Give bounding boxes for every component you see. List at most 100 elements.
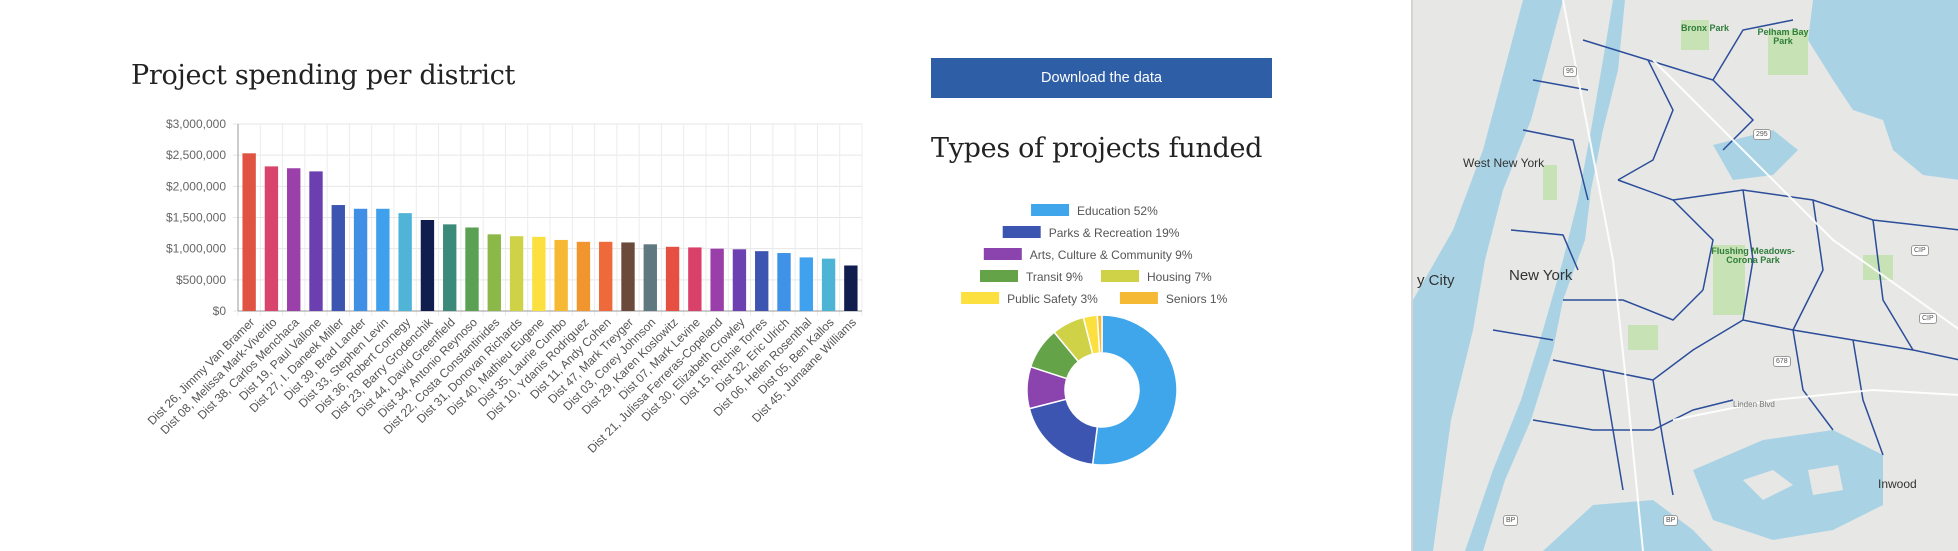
legend-item[interactable]: Arts, Culture & Community 9% [983,248,1193,262]
legend-swatch [1119,292,1158,304]
legend-swatch [983,248,1022,260]
bar[interactable] [420,219,435,311]
bar[interactable] [509,236,524,311]
district-boundary [1647,59,1755,151]
bar[interactable] [242,153,256,311]
y-tick-label: $1,000,000 [166,242,226,256]
bar[interactable] [353,208,368,311]
legend-item[interactable]: Public Safety 3% [961,292,1098,306]
highway [1672,388,1958,421]
legend-label: Seniors 1% [1166,292,1228,306]
district-boundary [1617,179,1714,291]
legend-item[interactable]: Parks & Recreation 19% [1002,226,1180,240]
district-boundary [1582,39,1674,181]
bar[interactable] [777,253,791,311]
bar[interactable] [309,171,323,311]
route-shield: BP [1663,515,1679,526]
district-boundary [1492,329,1554,341]
donut-slice[interactable] [1096,314,1103,354]
legend-item[interactable]: Transit 9% [980,270,1083,284]
highway [1652,59,1958,330]
map-label-inwood: Inwood [1878,477,1917,491]
route-shield: 95 [1563,66,1577,77]
map-park-flushing-meadows: Flushing Meadows-Corona Park [1711,246,1795,265]
y-tick-label: $0 [213,304,227,318]
sound [1808,0,1958,180]
map-park-pelham-bay: Pelham Bay Park [1757,27,1809,46]
district-boundary [1552,319,1914,381]
bar[interactable] [331,205,345,311]
bar[interactable] [465,227,479,311]
district-map[interactable]: West New York New York y City Inwood Bro… [1411,0,1958,551]
bar[interactable] [376,208,390,311]
route-shield: 295 [1753,129,1771,140]
district-boundary [1652,379,1674,496]
bar[interactable] [710,248,724,311]
bar[interactable] [264,166,279,311]
y-tick-label: $500,000 [176,273,226,287]
bar[interactable] [532,236,546,311]
donut-slice[interactable] [1091,314,1178,466]
grid [233,123,863,316]
y-tick-label: $1,500,000 [166,211,226,225]
district-boundary [1852,339,1884,456]
bar[interactable] [755,251,769,311]
legend-label: Public Safety 3% [1007,292,1098,306]
district-boundary [1712,19,1794,81]
bar[interactable] [844,265,858,311]
district-boundary [1532,399,1734,431]
east-river [1465,0,1625,551]
y-tick-label: $3,000,000 [166,117,226,131]
bar[interactable] [599,241,613,311]
legend-item[interactable]: Education 52% [1031,204,1158,218]
marsh-island-2 [1808,465,1843,495]
route-shield: 678 [1773,356,1791,367]
bar[interactable] [554,239,568,311]
bar[interactable] [443,224,457,311]
map-label-west-new-york: West New York [1463,156,1545,170]
park-area [1768,30,1808,75]
bar[interactable] [487,234,501,311]
bar[interactable] [732,249,747,311]
legend-label: Education 52% [1077,204,1158,218]
map-road-linden-blvd: Linden Blvd [1733,400,1775,409]
donut-slice[interactable] [1028,398,1099,466]
y-tick-label: $2,000,000 [166,179,226,193]
legend-swatch [1002,226,1041,238]
legend-swatch [980,270,1018,282]
map-canvas[interactable] [1413,0,1958,551]
bar[interactable] [621,242,635,311]
bar[interactable] [821,258,836,311]
bar[interactable] [799,257,813,311]
legend-label: Parks & Recreation 19% [1049,226,1180,240]
district-boundary [1563,289,1704,321]
bar[interactable] [688,247,702,311]
park-area [1681,20,1709,50]
highway [1562,0,1644,551]
legend-swatch [961,292,1000,304]
district-boundary [1532,79,1589,91]
legend-swatch [1101,270,1139,282]
park-area [1543,165,1557,200]
legend-item[interactable]: Seniors 1% [1119,292,1228,306]
bar[interactable] [576,241,591,311]
route-shield: CIP [1911,245,1929,256]
bar[interactable] [643,244,657,311]
park-area [1628,325,1658,350]
district-boundary [1602,369,1624,491]
route-shield: CIP [1919,313,1937,324]
legend-item[interactable]: Housing 7% [1101,270,1212,284]
y-tick-label: $2,500,000 [166,148,226,162]
download-data-button[interactable]: Download the data [931,58,1272,98]
route-shield: BP [1503,515,1519,526]
bar[interactable] [287,168,301,311]
district-boundary [1522,129,1589,201]
bar[interactable] [665,246,680,311]
bar[interactable] [398,213,412,311]
map-label-city: y City [1417,272,1455,289]
map-park-bronx: Bronx Park [1681,23,1730,33]
park-area [1713,245,1745,315]
legend-label: Arts, Culture & Community 9% [1030,248,1193,262]
marsh-island-1 [1743,470,1793,500]
legend-label: Transit 9% [1026,270,1083,284]
